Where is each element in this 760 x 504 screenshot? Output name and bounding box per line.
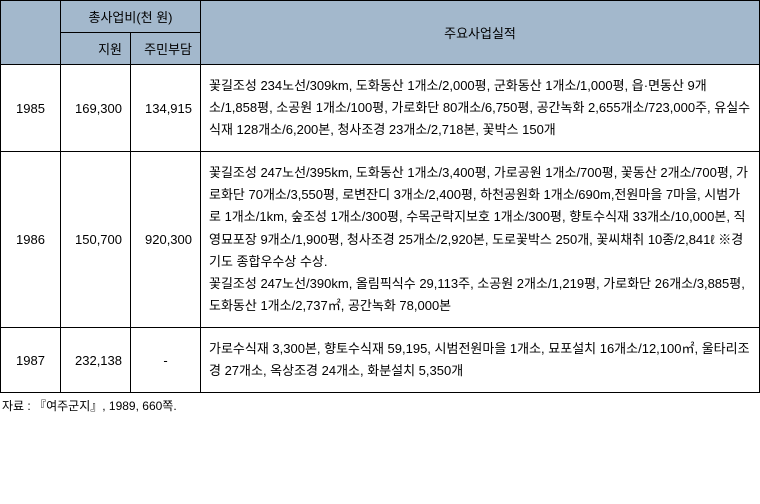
header-results: 주요사업실적 (201, 1, 760, 65)
header-year (1, 1, 61, 65)
cell-year: 1986 (1, 152, 61, 328)
cell-year: 1985 (1, 65, 61, 152)
cell-description: 꽃길조성 247노선/395km, 도화동산 1개소/3,400평, 가로공원 … (201, 152, 760, 328)
cell-resident: 134,915 (131, 65, 201, 152)
project-table: 총사업비(천 원) 주요사업실적 지원 주민부담 1985169,300134,… (0, 0, 760, 393)
cell-support: 169,300 (61, 65, 131, 152)
cell-resident: - (131, 327, 201, 392)
table-row: 1985169,300134,915꽃길조성 234노선/309km, 도화동산… (1, 65, 760, 152)
source-note: 자료 : 『여주군지』, 1989, 660쪽. (0, 393, 760, 418)
table-row: 1986150,700920,300꽃길조성 247노선/395km, 도화동산… (1, 152, 760, 328)
cell-description: 가로수식재 3,300본, 향토수식재 59,195, 시범전원마을 1개소, … (201, 327, 760, 392)
cell-support: 232,138 (61, 327, 131, 392)
cell-year: 1987 (1, 327, 61, 392)
table-body: 1985169,300134,915꽃길조성 234노선/309km, 도화동산… (1, 65, 760, 393)
header-cost: 총사업비(천 원) (61, 1, 201, 33)
header-resident: 주민부담 (131, 33, 201, 65)
table-row: 1987232,138-가로수식재 3,300본, 향토수식재 59,195, … (1, 327, 760, 392)
cell-resident: 920,300 (131, 152, 201, 328)
cell-description: 꽃길조성 234노선/309km, 도화동산 1개소/2,000평, 군화동산 … (201, 65, 760, 152)
header-support: 지원 (61, 33, 131, 65)
cell-support: 150,700 (61, 152, 131, 328)
